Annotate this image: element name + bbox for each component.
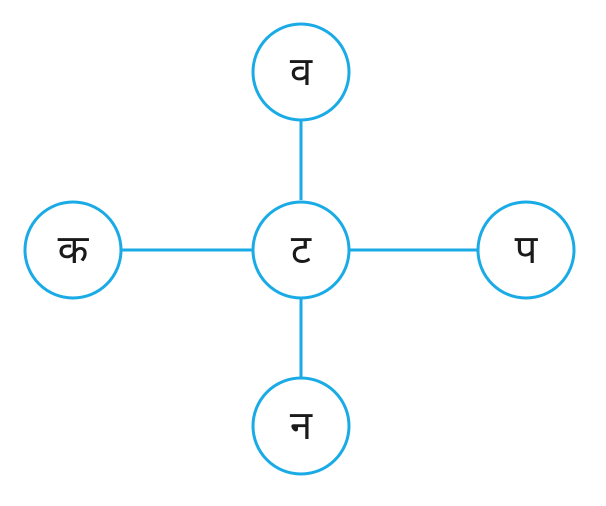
- node-right-circle: [476, 200, 576, 300]
- node-top-circle: [251, 22, 351, 122]
- node-top: व: [251, 22, 351, 122]
- node-center-label: ट: [291, 227, 312, 273]
- node-left: क: [23, 200, 123, 300]
- node-right-label: प: [515, 227, 539, 273]
- node-left-circle: [23, 200, 123, 300]
- node-bottom: न: [251, 376, 351, 476]
- node-center: ट: [251, 200, 351, 300]
- node-center-circle: [251, 200, 351, 300]
- node-bottom-circle: [251, 376, 351, 476]
- node-bottom-label: न: [290, 403, 313, 449]
- node-right: प: [476, 200, 576, 300]
- node-top-label: व: [290, 49, 313, 95]
- node-left-label: क: [58, 227, 90, 273]
